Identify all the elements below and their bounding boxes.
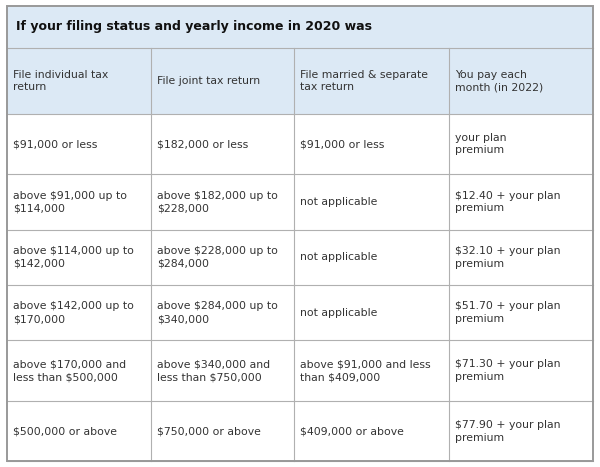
Bar — [7, 174, 593, 230]
Text: not applicable: not applicable — [300, 197, 377, 207]
Text: You pay each
month (in 2022): You pay each month (in 2022) — [455, 70, 544, 92]
Text: above $340,000 and
less than $750,000: above $340,000 and less than $750,000 — [157, 359, 270, 382]
Text: $91,000 or less: $91,000 or less — [300, 139, 385, 149]
Text: File individual tax
return: File individual tax return — [13, 70, 109, 92]
Text: $182,000 or less: $182,000 or less — [157, 139, 248, 149]
Text: above $284,000 up to
$340,000: above $284,000 up to $340,000 — [157, 301, 278, 324]
Text: above $91,000 up to
$114,000: above $91,000 up to $114,000 — [13, 191, 127, 213]
Bar — [7, 401, 593, 461]
Text: $77.90 + your plan
premium: $77.90 + your plan premium — [455, 420, 561, 443]
Text: $91,000 or less: $91,000 or less — [13, 139, 98, 149]
Text: $32.10 + your plan
premium: $32.10 + your plan premium — [455, 246, 561, 269]
Text: above $142,000 up to
$170,000: above $142,000 up to $170,000 — [13, 301, 134, 324]
Text: above $182,000 up to
$228,000: above $182,000 up to $228,000 — [157, 191, 278, 213]
Text: above $91,000 and less
than $409,000: above $91,000 and less than $409,000 — [300, 359, 431, 382]
Text: File married & separate
tax return: File married & separate tax return — [300, 70, 428, 92]
Text: $71.30 + your plan
premium: $71.30 + your plan premium — [455, 359, 561, 382]
Bar — [7, 48, 593, 114]
Text: $409,000 or above: $409,000 or above — [300, 426, 404, 436]
Text: not applicable: not applicable — [300, 308, 377, 318]
Text: above $228,000 up to
$284,000: above $228,000 up to $284,000 — [157, 246, 278, 269]
Bar — [7, 285, 593, 340]
Text: If your filing status and yearly income in 2020 was: If your filing status and yearly income … — [16, 21, 372, 33]
Bar — [7, 230, 593, 285]
Text: $51.70 + your plan
premium: $51.70 + your plan premium — [455, 301, 561, 324]
Text: $12.40 + your plan
premium: $12.40 + your plan premium — [455, 191, 561, 213]
Text: $500,000 or above: $500,000 or above — [13, 426, 117, 436]
Text: File joint tax return: File joint tax return — [157, 76, 260, 86]
Text: not applicable: not applicable — [300, 252, 377, 262]
Text: your plan
premium: your plan premium — [455, 133, 507, 156]
Text: above $114,000 up to
$142,000: above $114,000 up to $142,000 — [13, 246, 134, 269]
Text: $750,000 or above: $750,000 or above — [157, 426, 260, 436]
Bar — [7, 114, 593, 174]
Bar — [7, 6, 593, 48]
Text: above $170,000 and
less than $500,000: above $170,000 and less than $500,000 — [13, 359, 127, 382]
Bar — [7, 340, 593, 401]
